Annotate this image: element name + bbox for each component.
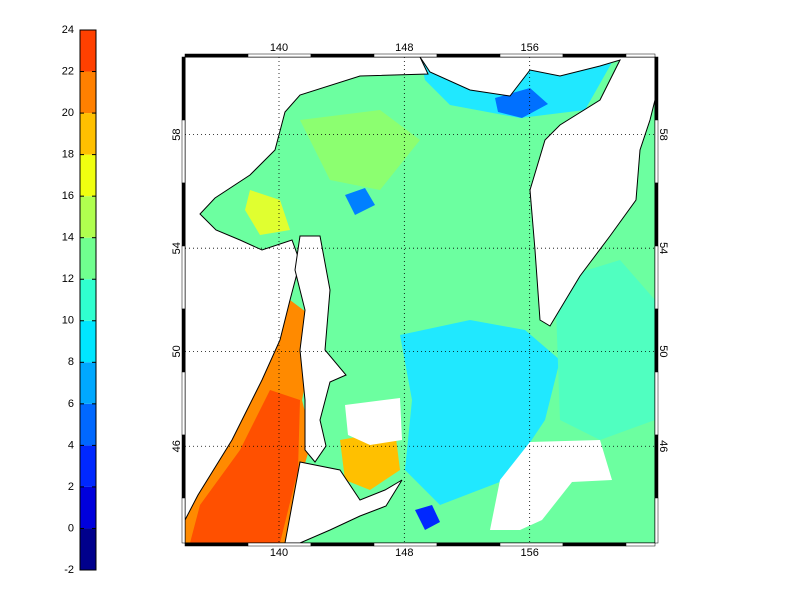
sea-patch: [300, 110, 420, 190]
colorbar-segment: [80, 320, 96, 363]
colorbar-tick-label: 18: [62, 149, 74, 161]
frame-band: [562, 53, 627, 58]
colorbar-segment: [80, 528, 96, 570]
frame-band: [654, 497, 659, 544]
colorbar-frame: [79, 29, 97, 571]
frame-band: [436, 542, 501, 547]
lat-tick-label: 46: [171, 440, 183, 452]
lat-tick-label: 58: [657, 128, 669, 140]
land: [419, 57, 655, 327]
lon-tick-label: 148: [395, 547, 413, 559]
lat-tick-label: 50: [171, 345, 183, 357]
lon-tick-label: 156: [520, 547, 538, 559]
frame-band: [654, 371, 659, 436]
frame-band: [373, 542, 438, 547]
frame-band: [181, 371, 186, 436]
frame-band: [654, 182, 659, 247]
map-body: [185, 57, 655, 543]
colorbar-tick-label: 16: [62, 190, 74, 202]
colorbar-tick-label: 4: [68, 439, 74, 451]
frame-band: [181, 182, 186, 247]
colorbar-tick-label: 0: [68, 522, 74, 534]
sea-patch: [340, 430, 400, 490]
colorbar-segment: [80, 403, 96, 446]
frame-band: [184, 53, 249, 58]
frame-band: [310, 542, 375, 547]
frame-band: [654, 56, 659, 121]
colorbar-tick-label: -2: [64, 564, 74, 576]
colorbar-segment: [80, 279, 96, 321]
frame-band: [436, 53, 501, 58]
frame-band: [181, 119, 186, 184]
sea-patch: [190, 390, 300, 543]
frame-band: [654, 434, 659, 499]
frame-band: [247, 53, 312, 58]
frame-band: [499, 53, 564, 58]
sea-patch: [415, 505, 440, 530]
lat-tick-label: 54: [657, 242, 669, 254]
lat-tick-label: 50: [657, 345, 669, 357]
lat-tick-label: 54: [171, 242, 183, 254]
axes: -202468101214161820222414014014814815615…: [62, 24, 669, 576]
frame-band: [184, 542, 249, 547]
sea-patch: [555, 260, 655, 440]
frame-band: [654, 245, 659, 310]
colorbar-tick-label: 14: [62, 232, 74, 244]
colorbar-tick-label: 22: [62, 65, 74, 77]
lon-tick-label: 156: [520, 42, 538, 54]
frame-band: [654, 119, 659, 184]
colorbar-tick-label: 8: [68, 356, 74, 368]
colorbar-segment: [80, 486, 96, 529]
lat-tick-label: 58: [171, 128, 183, 140]
land: [185, 57, 429, 521]
lon-tick-label: 148: [395, 42, 413, 54]
colorbar-segment: [80, 196, 96, 238]
frame-band: [562, 542, 627, 547]
frame-band: [181, 56, 186, 121]
no-data: [345, 398, 402, 445]
sea-patch: [345, 188, 375, 215]
colorbar-tick-label: 6: [68, 398, 74, 410]
colorbar-segment: [80, 362, 96, 404]
frame-band: [499, 542, 564, 547]
frame-band: [654, 308, 659, 373]
colorbar-segment: [80, 154, 96, 197]
colorbar-segment: [80, 71, 96, 114]
colorbar-tick-label: 24: [62, 24, 74, 36]
frame-band: [181, 497, 186, 544]
colorbar-tick-label: 12: [62, 273, 74, 285]
frame-band: [625, 53, 656, 58]
lat-tick-label: 46: [657, 440, 669, 452]
colorbar-segment: [80, 30, 96, 72]
sea-patch: [400, 320, 560, 505]
colorbar-tick-label: 20: [62, 107, 74, 119]
frame-band: [310, 53, 375, 58]
frame-band: [625, 542, 656, 547]
colorbar-segment: [80, 445, 96, 487]
no-data: [490, 440, 612, 530]
colorbar-tick-label: 10: [62, 315, 74, 327]
colorbar-tick-label: 2: [68, 481, 74, 493]
colorbar-segment: [80, 237, 96, 280]
lon-tick-label: 140: [270, 547, 288, 559]
colorbar-segment: [80, 113, 96, 155]
frame-band: [181, 434, 186, 499]
frame-band: [247, 542, 312, 547]
frame-band: [373, 53, 438, 58]
frame-band: [181, 245, 186, 310]
land: [284, 461, 403, 543]
lon-tick-label: 140: [270, 42, 288, 54]
frame-band: [181, 308, 186, 373]
